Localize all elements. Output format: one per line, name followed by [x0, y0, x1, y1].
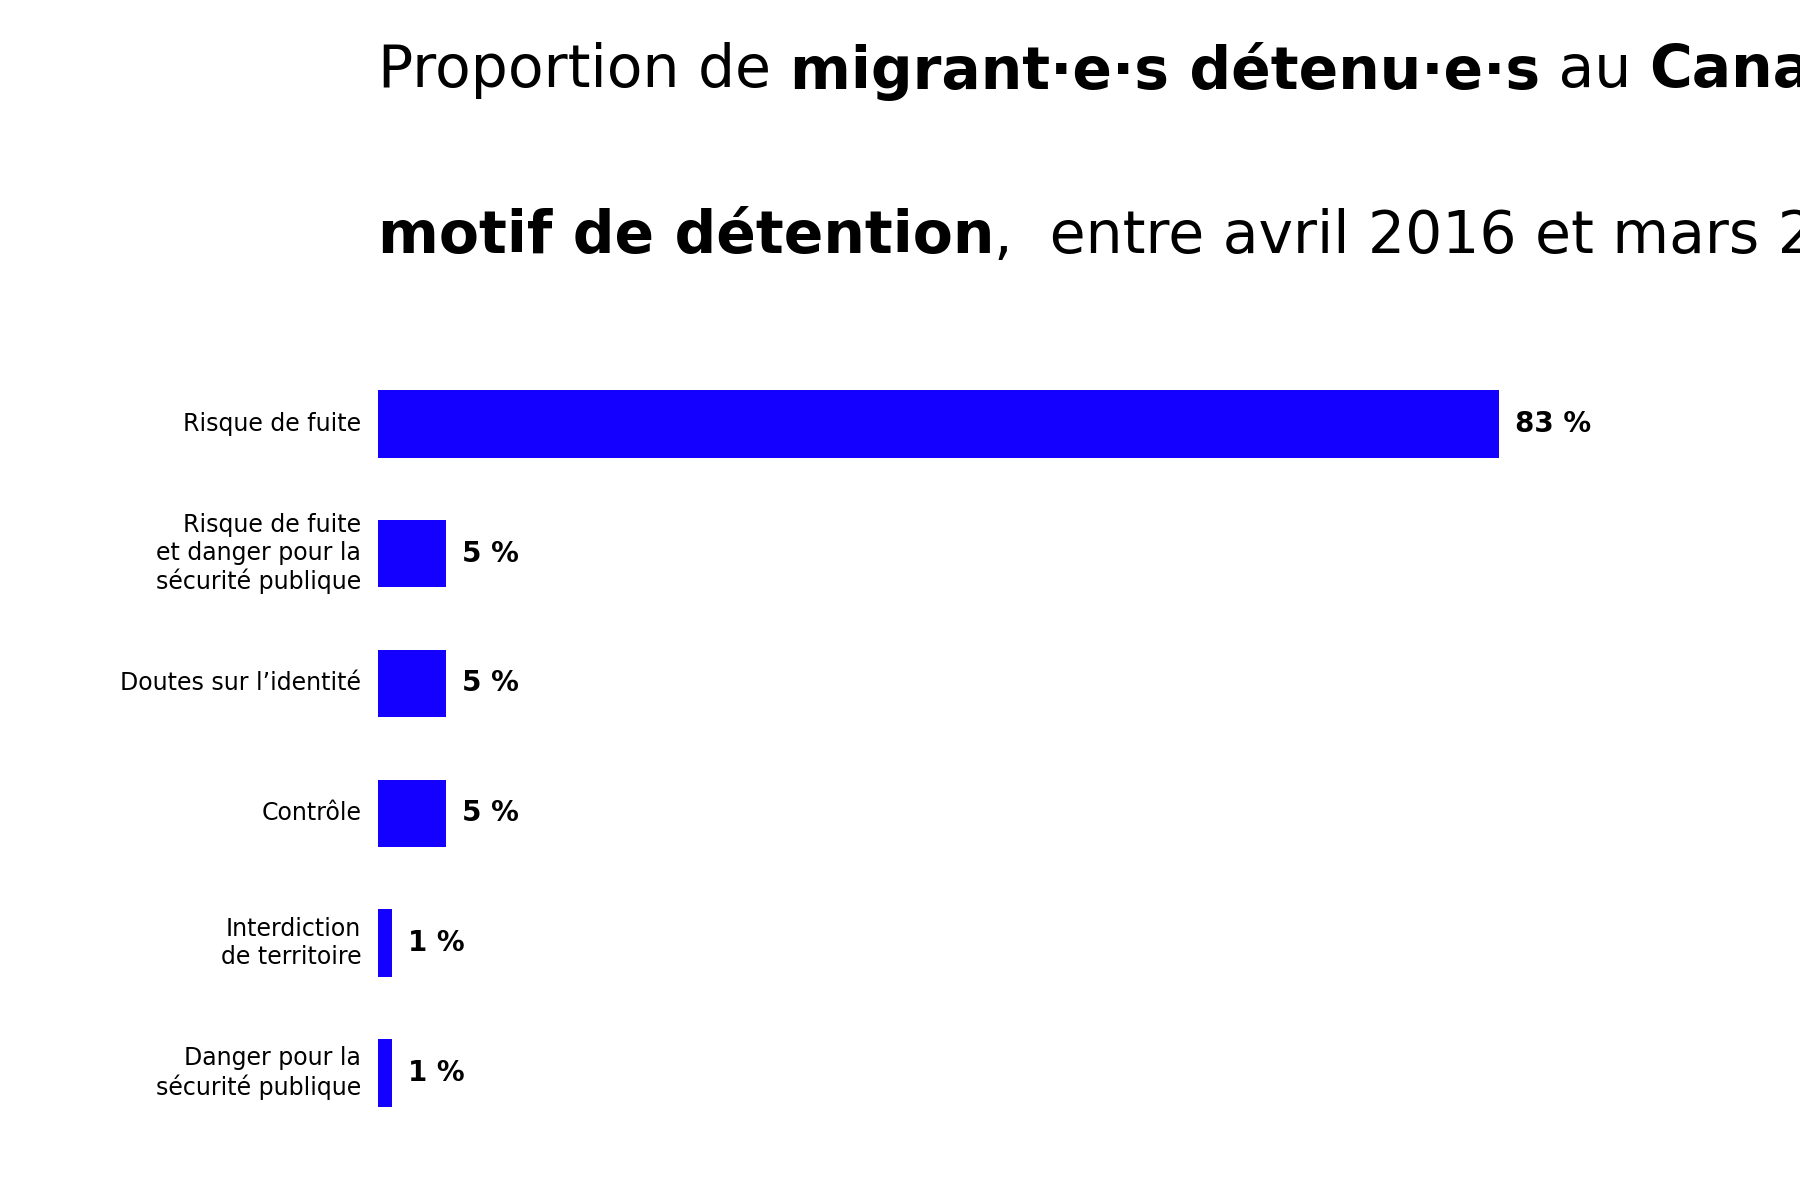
Text: 83 %: 83 %: [1516, 409, 1591, 438]
Text: ,  entre avril 2016 et mars 2020: , entre avril 2016 et mars 2020: [994, 208, 1800, 265]
Text: 1 %: 1 %: [407, 1060, 464, 1087]
Text: 5 %: 5 %: [461, 799, 518, 827]
Text: Canada: Canada: [1649, 42, 1800, 98]
Text: motif de détention: motif de détention: [378, 208, 994, 265]
Text: Proportion de: Proportion de: [378, 42, 790, 98]
Text: 5 %: 5 %: [461, 540, 518, 568]
Bar: [378, 910, 392, 977]
Text: 5 %: 5 %: [461, 670, 518, 697]
Bar: [378, 780, 446, 847]
Bar: [378, 520, 446, 587]
Text: migrant·e·s détenu·e·s: migrant·e·s détenu·e·s: [790, 42, 1539, 101]
Text: 1 %: 1 %: [407, 929, 464, 958]
Text: au: au: [1539, 42, 1649, 98]
Bar: [378, 649, 446, 718]
Bar: [378, 390, 1498, 457]
Bar: [378, 1039, 392, 1106]
